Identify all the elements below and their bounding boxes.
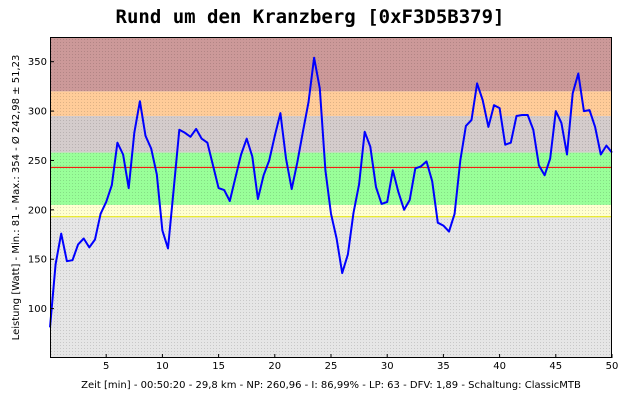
x-tick-label: 35 — [437, 361, 450, 372]
x-tick-label: 45 — [549, 361, 562, 372]
x-tick-label: 50 — [606, 361, 619, 372]
hatch-overlay — [50, 37, 612, 358]
y-tick-label: 350 — [28, 57, 47, 68]
x-tick-label: 30 — [381, 361, 394, 372]
y-tick-label: 150 — [28, 255, 47, 266]
x-tick-label: 25 — [325, 361, 338, 372]
y-tick-label: 300 — [28, 107, 47, 118]
y-axis-label: Leistung [Watt] - Min.: 81 - Max.: 354 -… — [10, 55, 22, 341]
series-line-0 — [49, 56, 613, 328]
x-tick-label: 10 — [156, 361, 169, 372]
x-tick-label: 40 — [493, 361, 506, 372]
x-axis-label: Zeit [min] - 00:50:20 - 29,8 km - NP: 26… — [81, 380, 581, 391]
axis-ticks: 5 10 15 20 25 30 35 40 45 50 100 150 200 250 300 350 — [28, 57, 618, 372]
y-tick-label: 250 — [28, 156, 47, 167]
x-tick-label: 5 — [103, 361, 109, 372]
x-tick-label: 15 — [212, 361, 225, 372]
series-layer — [49, 56, 613, 328]
x-tick-label: 20 — [268, 361, 281, 372]
y-tick-label: 200 — [28, 205, 47, 216]
chart-title: Rund um den Kranzberg [0xF3D5B379] — [115, 6, 505, 28]
y-tick-label: 100 — [28, 304, 47, 315]
